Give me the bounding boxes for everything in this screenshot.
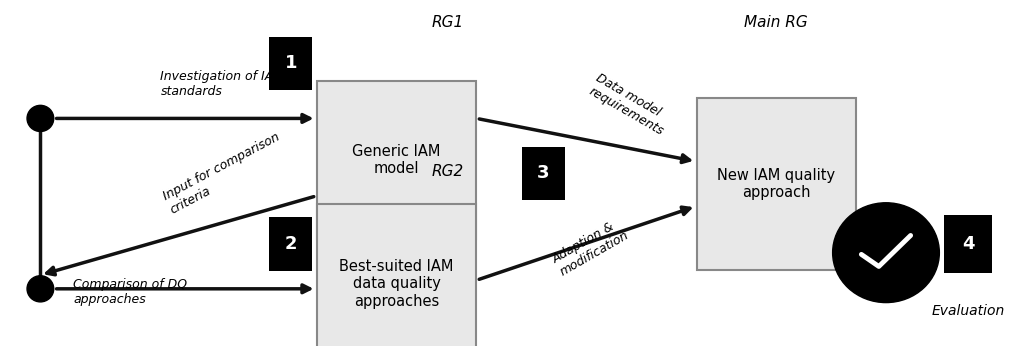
- Text: Best-suited IAM
data quality
approaches: Best-suited IAM data quality approaches: [340, 259, 454, 308]
- FancyArrowPatch shape: [57, 115, 310, 122]
- FancyBboxPatch shape: [697, 98, 856, 270]
- Text: RG2: RG2: [432, 164, 464, 179]
- Ellipse shape: [27, 276, 54, 302]
- FancyBboxPatch shape: [270, 37, 313, 90]
- Text: 4: 4: [962, 235, 974, 253]
- Text: Comparison of DQ
approaches: Comparison of DQ approaches: [73, 279, 187, 306]
- FancyBboxPatch shape: [270, 217, 313, 271]
- Text: Main RG: Main RG: [744, 15, 808, 29]
- Text: Generic IAM
model: Generic IAM model: [352, 144, 440, 176]
- Text: Evaluation: Evaluation: [931, 304, 1004, 318]
- FancyBboxPatch shape: [317, 81, 476, 239]
- Text: 3: 3: [537, 164, 549, 183]
- FancyArrowPatch shape: [480, 207, 689, 279]
- Text: Adaption &
modification: Adaption & modification: [551, 216, 632, 279]
- Text: 1: 1: [285, 54, 297, 72]
- FancyArrowPatch shape: [57, 285, 310, 293]
- Text: RG1: RG1: [432, 15, 464, 29]
- Text: New IAM quality
approach: New IAM quality approach: [717, 168, 836, 200]
- Text: Investigation of IAM
standards: Investigation of IAM standards: [161, 70, 284, 98]
- Text: Data model
requirements: Data model requirements: [587, 71, 673, 138]
- Text: Input for comparison
criteria: Input for comparison criteria: [161, 130, 288, 217]
- Ellipse shape: [27, 105, 54, 132]
- FancyBboxPatch shape: [945, 215, 992, 273]
- FancyArrowPatch shape: [480, 119, 689, 162]
- FancyBboxPatch shape: [317, 204, 476, 347]
- FancyBboxPatch shape: [522, 147, 565, 200]
- FancyArrowPatch shape: [46, 197, 314, 275]
- Text: 2: 2: [285, 235, 297, 253]
- Ellipse shape: [832, 203, 939, 303]
